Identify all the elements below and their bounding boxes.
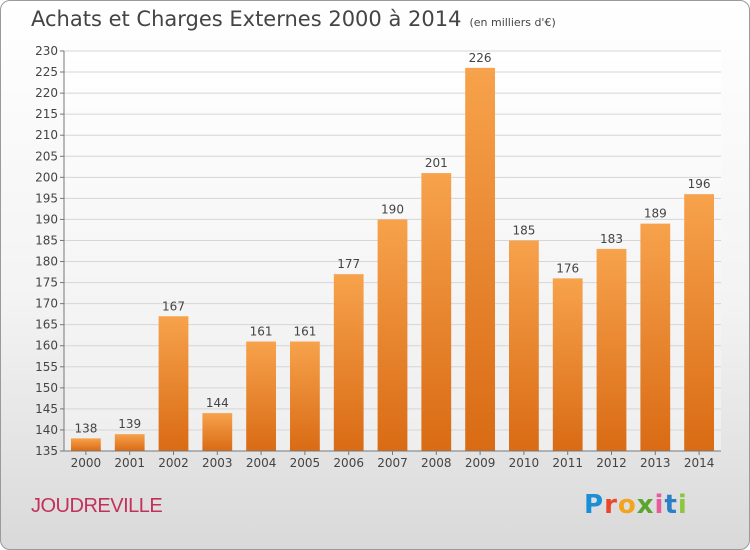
data-label: 189 [644, 207, 667, 221]
y-tick-label: 155 [35, 360, 58, 374]
x-tick-label: 2003 [202, 456, 233, 470]
bar-2007 [377, 219, 408, 451]
y-tick-label: 170 [35, 297, 58, 311]
brand-letter: P [584, 490, 605, 520]
y-tick-label: 210 [35, 128, 58, 142]
place-name: JOUDREVILLE [31, 495, 163, 517]
data-label: 201 [425, 156, 448, 170]
data-label: 177 [337, 257, 360, 271]
brand-letter: i [654, 490, 665, 520]
bar-2013 [640, 223, 671, 451]
x-tick-label: 2000 [71, 456, 102, 470]
data-label: 139 [118, 417, 141, 431]
bar-2003 [202, 413, 233, 451]
y-tick-label: 230 [35, 44, 58, 58]
x-tick-label: 2002 [158, 456, 189, 470]
y-tick-label: 195 [35, 191, 58, 205]
y-tick-label: 175 [35, 276, 58, 290]
bar-2001 [114, 434, 145, 451]
x-tick-label: 2011 [552, 456, 583, 470]
x-tick-label: 2005 [290, 456, 321, 470]
brand-letter: x [636, 490, 655, 520]
x-tick-label: 2001 [114, 456, 145, 470]
chart-unit: (en milliers d'€) [469, 16, 556, 29]
brand-letter: t [664, 490, 678, 520]
y-tick-label: 145 [35, 402, 58, 416]
y-tick-label: 165 [35, 318, 58, 332]
y-tick-label: 150 [35, 381, 58, 395]
data-label: 190 [381, 202, 404, 216]
y-tick-label: 200 [35, 170, 58, 184]
data-label: 183 [600, 232, 623, 246]
bar-2014 [684, 194, 714, 451]
y-tick-label: 185 [35, 233, 58, 247]
x-tick-label: 2006 [333, 456, 364, 470]
x-tick-label: 2010 [509, 456, 540, 470]
bar-2006 [333, 274, 364, 451]
bar-2005 [290, 341, 320, 451]
data-label: 176 [556, 261, 579, 275]
data-label: 167 [162, 299, 185, 313]
data-label: 161 [293, 325, 316, 339]
bar-2004 [246, 341, 276, 451]
bar-2000 [71, 438, 101, 451]
chart-title-text: Achats et Charges Externes 2000 à 2014 [31, 7, 462, 31]
data-label: 185 [512, 223, 535, 237]
y-tick-label: 220 [35, 86, 58, 100]
data-label: 196 [688, 177, 711, 191]
y-tick-label: 215 [35, 107, 58, 121]
chart-title: Achats et Charges Externes 2000 à 2014 (e… [31, 7, 556, 31]
x-tick-label: 2004 [246, 456, 277, 470]
brand-letter: o [617, 490, 637, 520]
y-tick-label: 205 [35, 149, 58, 163]
y-tick-label: 160 [35, 339, 58, 353]
x-tick-label: 2007 [377, 456, 408, 470]
data-label: 138 [74, 421, 97, 435]
bar-2010 [509, 240, 539, 451]
x-tick-label: 2012 [596, 456, 627, 470]
y-tick-label: 180 [35, 255, 58, 269]
proxiti-logo: Proxiti [584, 490, 688, 520]
bar-2002 [158, 316, 189, 451]
data-label: 144 [206, 396, 229, 410]
bar-2008 [421, 173, 452, 451]
bar-2009 [465, 67, 495, 451]
y-tick-label: 135 [35, 444, 58, 458]
bar-2012 [596, 248, 627, 451]
x-tick-label: 2008 [421, 456, 452, 470]
y-tick-label: 140 [35, 423, 58, 437]
brand-letter: i [677, 490, 688, 520]
bar-2011 [552, 278, 583, 451]
brand-letter: r [604, 490, 618, 520]
x-tick-label: 2009 [465, 456, 496, 470]
x-tick-label: 2014 [684, 456, 715, 470]
data-label: 226 [469, 51, 492, 65]
y-tick-label: 225 [35, 65, 58, 79]
data-label: 161 [250, 325, 273, 339]
x-tick-label: 2013 [640, 456, 671, 470]
y-tick-label: 190 [35, 212, 58, 226]
